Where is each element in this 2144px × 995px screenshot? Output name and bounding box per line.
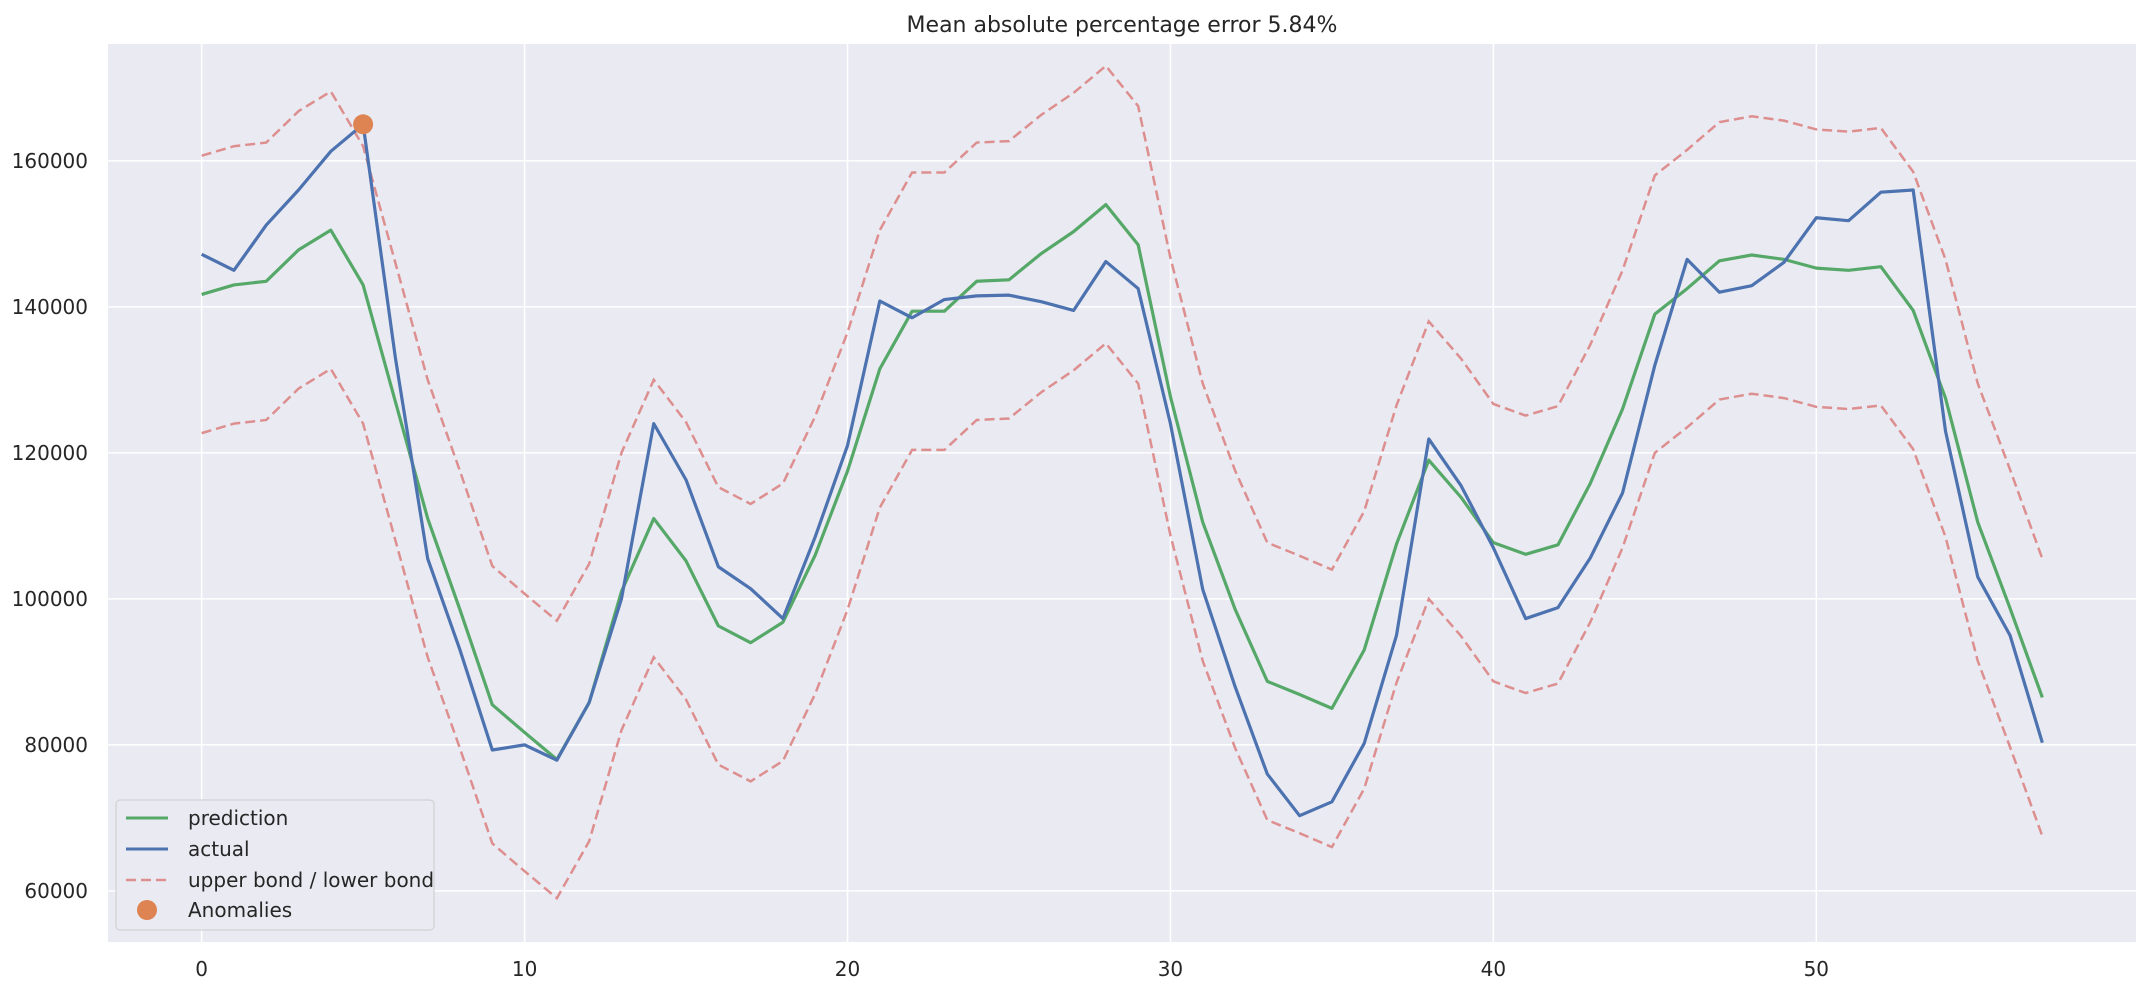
legend: prediction actual upper bond / lower bon… — [115, 799, 435, 931]
y-tick-label: 100000 — [12, 587, 88, 611]
legend-label-prediction: prediction — [188, 806, 288, 830]
tick-labels: 0 10 20 30 40 50 60000 80000 100000 120000 140000 1… — [12, 149, 1829, 981]
anomaly-marker — [353, 114, 374, 135]
y-tick-label: 80000 — [24, 733, 88, 757]
legend-swatch-anomalies — [137, 900, 157, 920]
y-tick-label: 160000 — [12, 149, 88, 173]
prediction-line — [201, 203, 2044, 762]
x-tick-label: 40 — [1481, 957, 1506, 981]
plot-background — [108, 44, 2136, 942]
upper-bound-line — [201, 64, 2044, 623]
y-tick-label: 60000 — [24, 879, 88, 903]
y-tick-label: 140000 — [12, 295, 88, 319]
chart-title: Mean absolute percentage error 5.84% — [907, 13, 1338, 38]
lower-bound-line — [201, 341, 2044, 901]
x-tick-label: 30 — [1158, 957, 1183, 981]
x-tick-label: 0 — [195, 957, 208, 981]
legend-label-bounds: upper bond / lower bond — [188, 868, 434, 892]
legend-label-actual: actual — [188, 837, 250, 861]
x-tick-label: 50 — [1804, 957, 1829, 981]
legend-label-anomalies: Anomalies — [188, 898, 292, 922]
grid-lines — [108, 44, 2136, 942]
x-tick-label: 20 — [835, 957, 860, 981]
series-lines — [200, 64, 2044, 901]
y-tick-label: 120000 — [12, 441, 88, 465]
legend-box — [115, 799, 435, 931]
x-tick-label: 10 — [512, 957, 537, 981]
actual-line — [200, 122, 2044, 818]
